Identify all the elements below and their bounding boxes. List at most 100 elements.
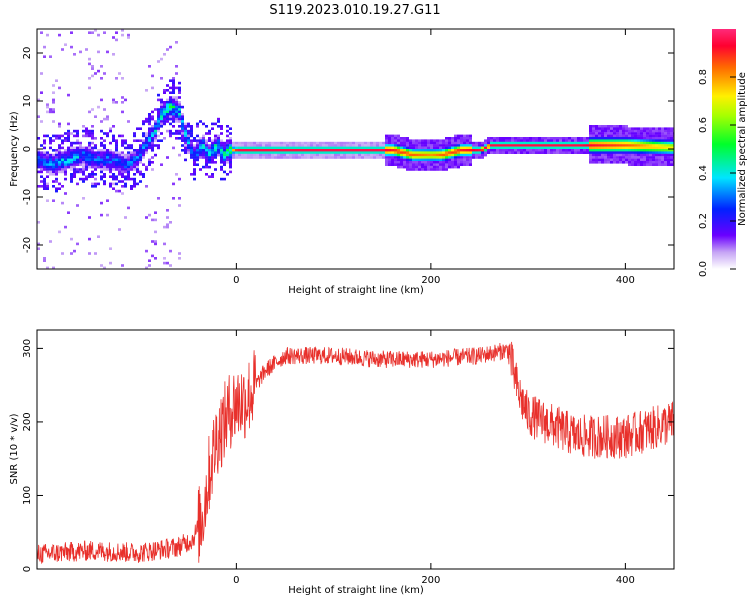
spectrogram-cell — [508, 149, 511, 152]
spectrogram-cell — [82, 170, 85, 174]
spectrogram-cell — [478, 151, 481, 154]
spectrogram-cell — [301, 151, 304, 154]
spectrogram-cell — [178, 132, 181, 135]
spectrogram-cell — [346, 151, 349, 154]
spectrogram-cell — [121, 139, 124, 142]
spectrogram-cell — [613, 137, 616, 140]
spectrogram-cell — [43, 151, 46, 154]
spectrogram-cell — [169, 45, 172, 49]
spectrogram-cell — [352, 141, 355, 145]
spectrogram-cell — [406, 165, 409, 169]
spectrogram-cell — [238, 156, 241, 159]
spectrogram-cell — [292, 146, 295, 150]
spectrogram-cell — [613, 151, 616, 154]
spectrogram-cell — [262, 141, 265, 145]
spectrogram-cell — [148, 139, 151, 142]
spectrogram-cell — [370, 144, 373, 147]
spectrogram-cell — [109, 163, 112, 166]
spectrogram-cell — [43, 134, 46, 138]
spectrogram-cell — [121, 156, 124, 159]
spectrogram-cell — [67, 149, 70, 152]
spectrogram-cell — [124, 146, 127, 150]
spectrogram-cell — [70, 153, 73, 157]
spectrogram-cell — [514, 151, 517, 154]
spectrogram-cell — [616, 149, 619, 152]
spectrogram-cell — [70, 151, 73, 154]
spectrogram-cell — [103, 165, 106, 169]
spectrogram-cell — [415, 161, 418, 164]
spectrogram-cell — [412, 151, 415, 154]
spectrogram-cell — [484, 151, 487, 154]
spectrogram-cell — [319, 156, 322, 159]
spectrogram-cell — [61, 134, 64, 138]
spectrogram-cell — [148, 137, 151, 140]
spectrogram-cell — [91, 31, 94, 34]
spectrogram-cell — [136, 170, 139, 174]
spectrogram-cell — [448, 149, 451, 152]
spectrogram-cell — [478, 149, 481, 152]
spectrogram-cell — [100, 129, 103, 133]
spectrogram-cell — [124, 141, 127, 145]
spectrogram-cell — [646, 132, 649, 135]
spectrogram-cell — [175, 96, 178, 99]
spectrogram-cell — [640, 139, 643, 142]
spectrogram-cell — [286, 156, 289, 159]
spectrogram-cell — [304, 141, 307, 145]
spectrogram-cell — [220, 144, 223, 147]
spectrogram-cell — [532, 151, 535, 154]
spectrogram-cell — [184, 129, 187, 133]
spectrogram-cell — [640, 156, 643, 159]
spectrogram-cell — [661, 141, 664, 145]
spectrogram-cell — [583, 149, 586, 152]
spectrogram-cell — [664, 158, 667, 162]
spectrogram-cell — [379, 156, 382, 159]
spectrogram-cell — [79, 141, 82, 145]
spectrogram-cell — [205, 156, 208, 159]
spectrogram-cell — [391, 149, 394, 152]
spectrogram-cell — [391, 139, 394, 142]
spectrogram-cell — [109, 158, 112, 162]
spectrogram-cell — [265, 146, 268, 150]
spectrogram-cell — [397, 139, 400, 142]
spectrogram-cell — [118, 72, 121, 75]
spectrogram-cell — [385, 151, 388, 154]
spectrogram-cell — [475, 141, 478, 145]
spectrogram-cell — [598, 141, 601, 145]
spectrogram-x-tick-label: 400 — [616, 275, 635, 286]
spectrogram-cell — [655, 146, 658, 150]
spectrogram-cell — [220, 177, 223, 181]
spectrogram-cell — [172, 108, 175, 111]
spectrogram-cell — [97, 165, 100, 169]
spectrogram-cell — [361, 151, 364, 154]
spectrogram-cell — [613, 139, 616, 142]
spectrogram-cell — [397, 161, 400, 164]
spectrogram-cell — [208, 132, 211, 135]
spectrogram-cell — [85, 175, 88, 178]
spectrogram-cell — [589, 146, 592, 150]
spectrogram-cell — [46, 182, 49, 186]
spectrogram-cell — [289, 149, 292, 152]
spectrogram-cell — [223, 161, 226, 164]
spectrogram-cell — [142, 175, 145, 178]
spectrogram-cell — [568, 141, 571, 145]
spectrogram-cell — [430, 151, 433, 154]
spectrogram-cell — [115, 161, 118, 164]
spectrogram-cell — [232, 146, 235, 150]
spectrogram-cell — [169, 79, 172, 82]
spectrogram-cell — [301, 149, 304, 152]
spectrogram-cell — [430, 168, 433, 171]
spectrogram-cell — [85, 127, 88, 130]
spectrogram-y-tick-label: -20 — [22, 237, 33, 253]
spectrogram-cell — [220, 158, 223, 162]
spectrogram-cell — [184, 122, 187, 126]
spectrogram-cell — [337, 156, 340, 159]
spectrogram-cell — [238, 146, 241, 150]
spectrogram-cell — [178, 81, 181, 85]
spectrogram-cell — [172, 91, 175, 94]
spectrogram-cell — [76, 158, 79, 162]
spectrogram-cell — [64, 168, 67, 171]
spectrogram-cell — [442, 165, 445, 169]
spectrogram-cell — [670, 149, 673, 152]
spectrogram-cell — [601, 125, 604, 128]
spectrogram-cell — [88, 175, 91, 178]
